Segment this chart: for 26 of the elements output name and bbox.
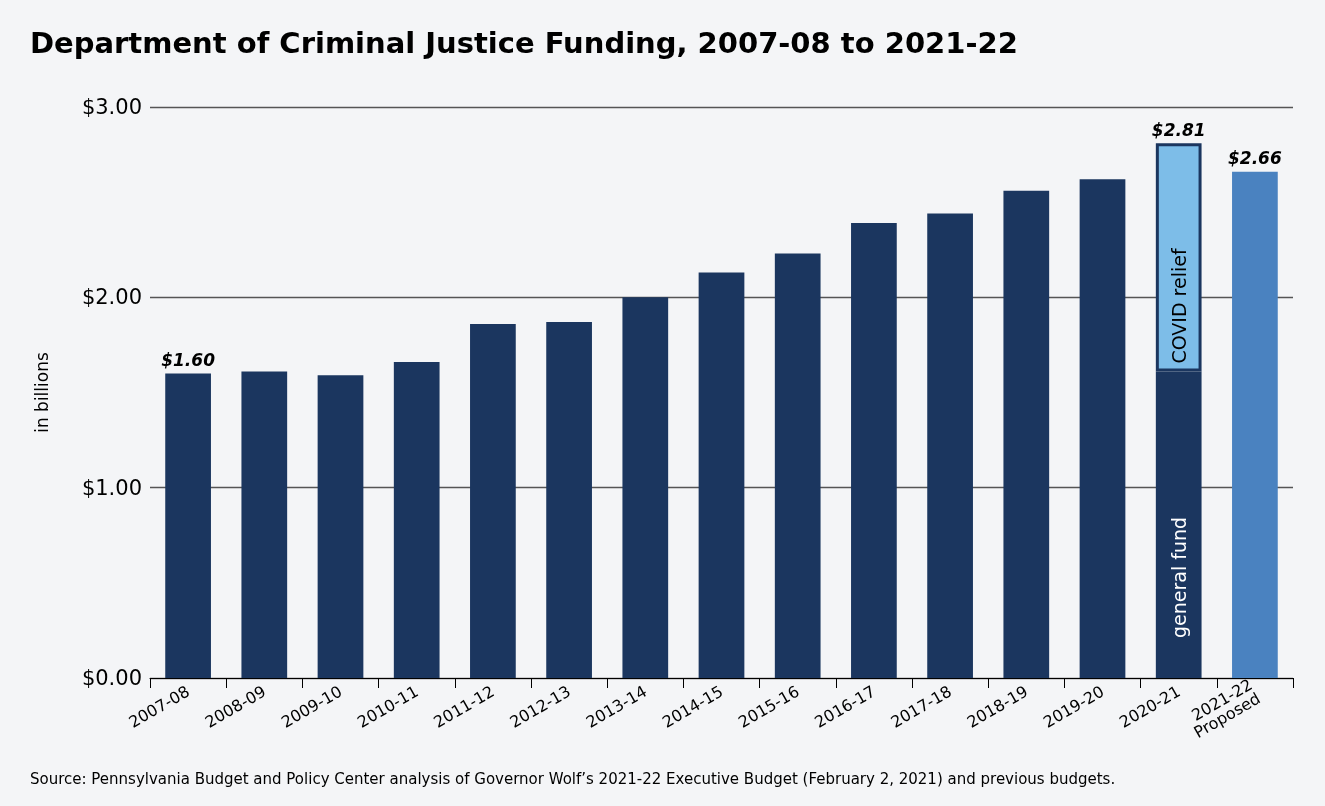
bar	[698, 272, 745, 678]
bar	[774, 253, 821, 678]
bar	[317, 375, 364, 678]
bar	[1079, 179, 1126, 678]
bar	[851, 223, 897, 678]
y-tick-label: $0.00	[81, 666, 142, 690]
bar	[393, 362, 440, 678]
series-label: COVID relief	[1167, 247, 1190, 364]
bar	[1232, 171, 1278, 678]
bar	[927, 213, 973, 678]
y-axis-title: in billions	[31, 352, 52, 433]
bar	[470, 323, 516, 678]
bar	[241, 371, 288, 678]
total-label: $1.60	[161, 349, 216, 370]
y-tick-label: $1.00	[81, 475, 142, 500]
series-label: general fund	[1167, 516, 1190, 638]
source-note: Source: Pennsylvania Budget and Policy Center analysis of Governor Wolf’s 2021-22 Executive Budget (February 2, 2021) and previous budgets.	[30, 769, 1116, 788]
y-tick-label: $2.00	[81, 285, 142, 310]
chart-title: Department of Criminal Justice Funding, 2007-08 to 2021-22	[30, 25, 1018, 60]
y-tick-label: $3.00	[81, 95, 142, 119]
bar	[546, 322, 592, 678]
total-label: $2.81	[1151, 119, 1206, 140]
bar	[1003, 190, 1050, 678]
total-label: $2.66	[1228, 148, 1282, 169]
bar	[165, 373, 211, 678]
bar	[622, 297, 669, 678]
